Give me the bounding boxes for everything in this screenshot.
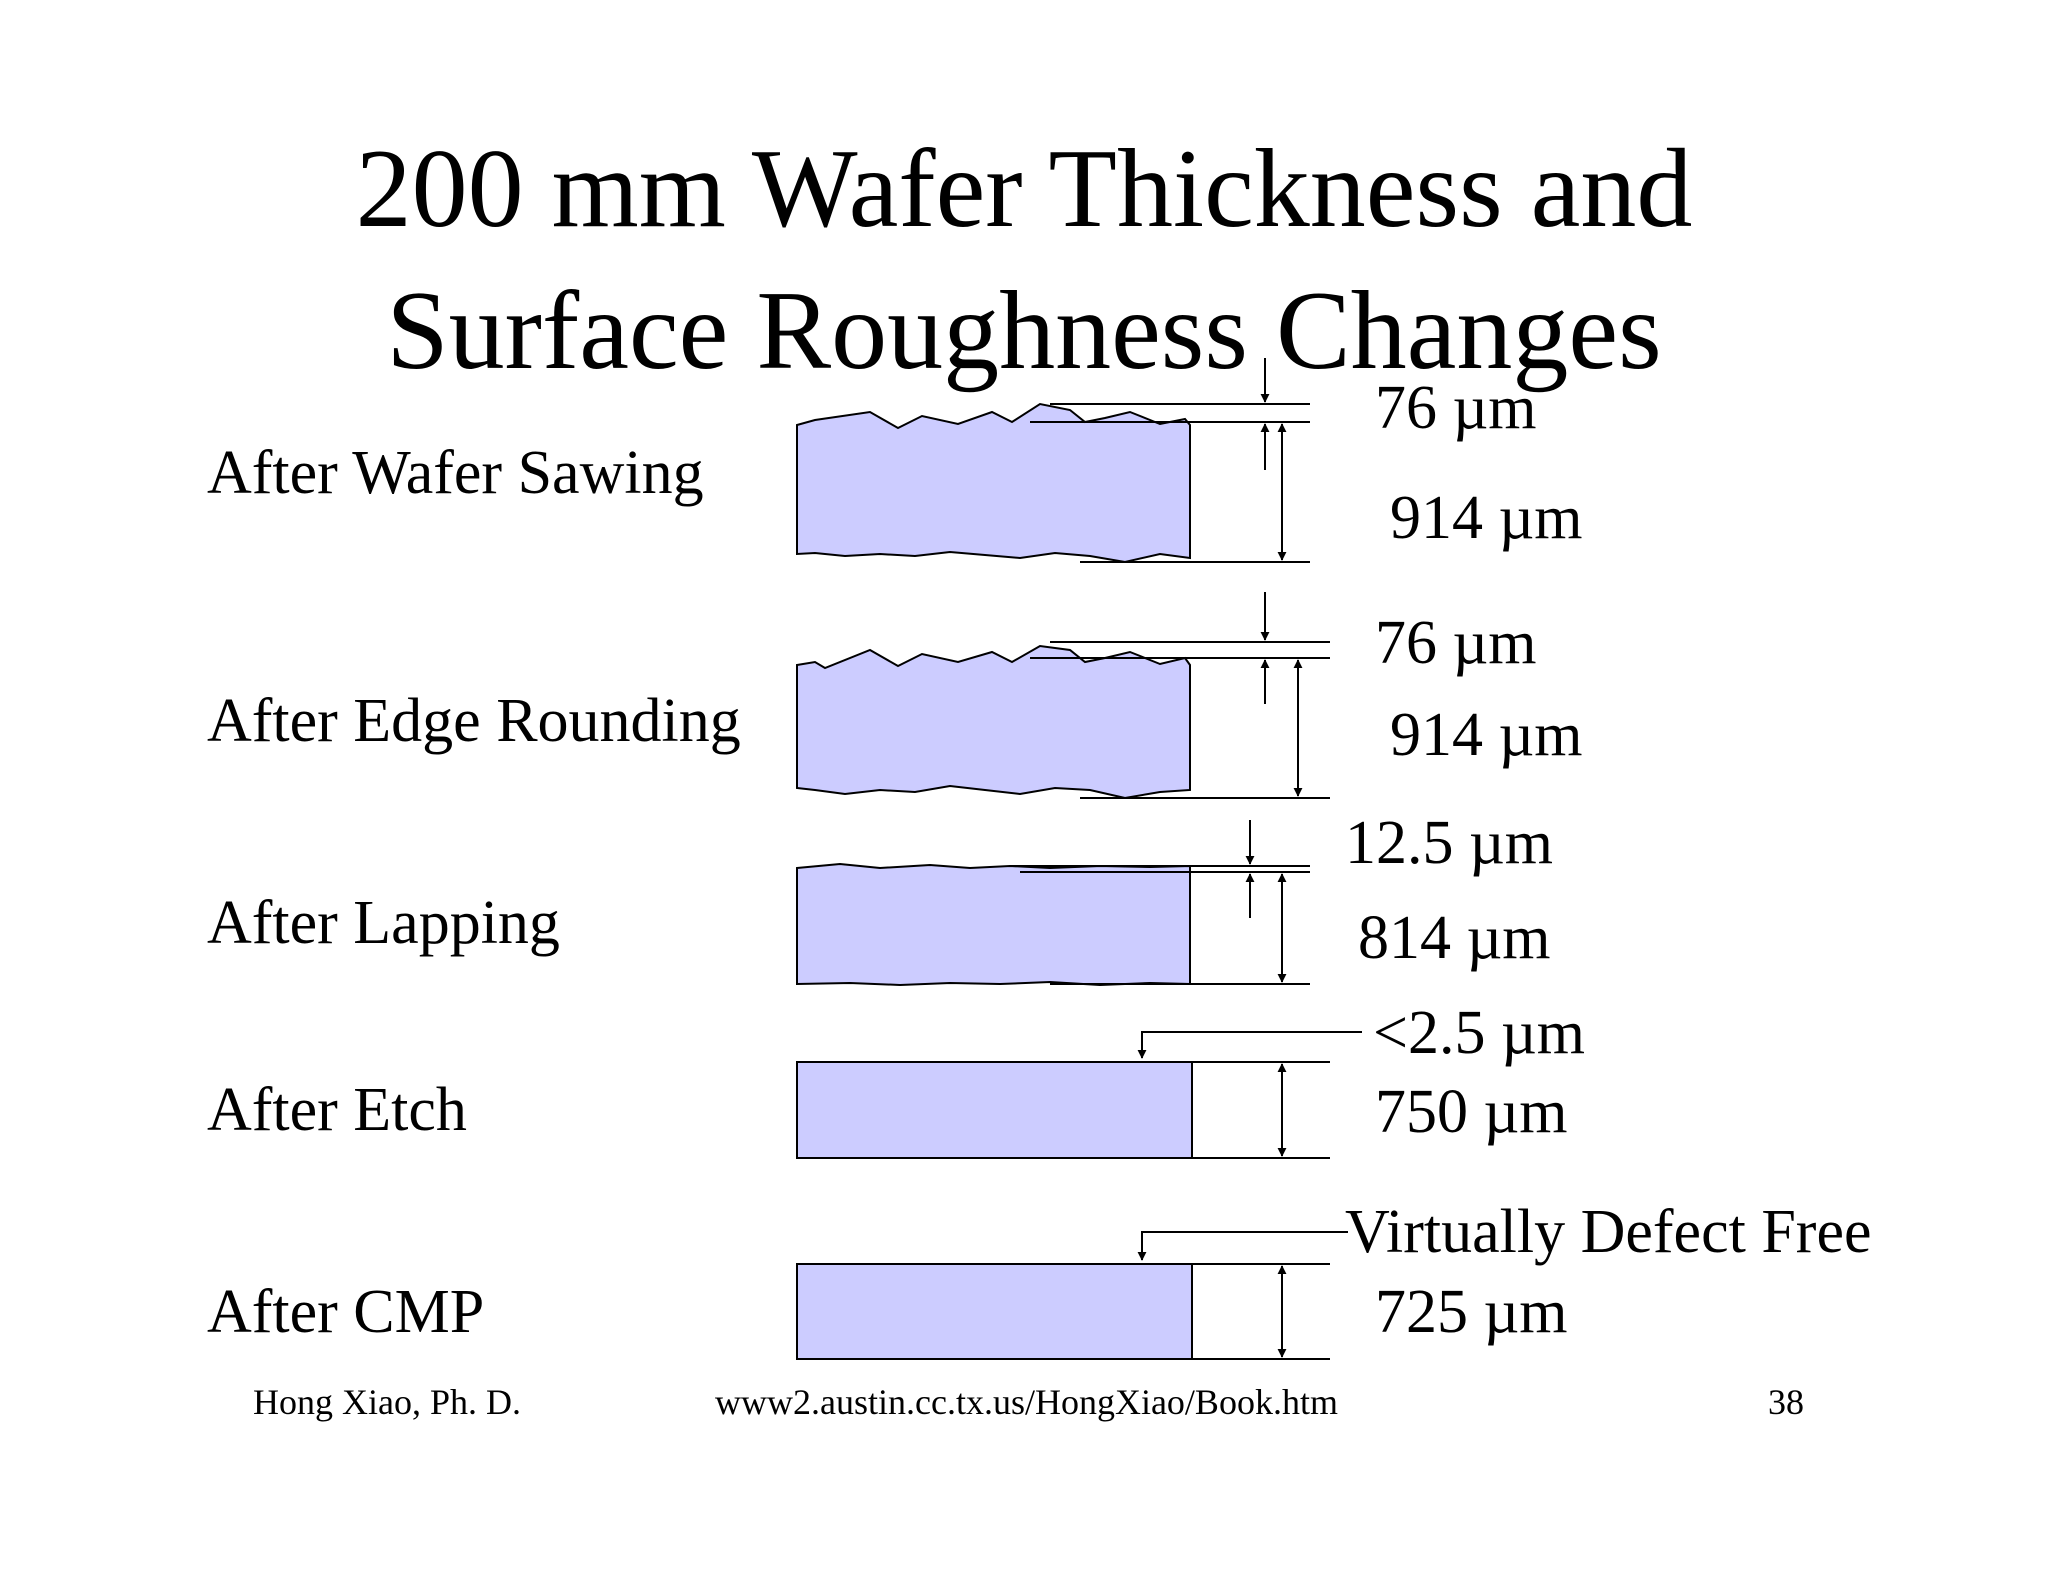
roughness-value-sawing: 76 µm bbox=[1375, 374, 1537, 442]
wafer-edge-rounding-body bbox=[796, 644, 1191, 800]
wafer-edge-rounding bbox=[796, 592, 1330, 800]
roughness-value-edge-rounding: 76 µm bbox=[1375, 609, 1537, 677]
thickness-value-lapping: 814 µm bbox=[1358, 904, 1551, 972]
footer-author: Hong Xiao, Ph. D. bbox=[253, 1382, 521, 1422]
roughness-value-lapping: 12.5 µm bbox=[1345, 809, 1553, 877]
footer-url: www2.austin.cc.tx.us/HongXiao/Book.htm bbox=[715, 1382, 1338, 1422]
wafer-lapping-body bbox=[796, 862, 1191, 987]
roughness-leader-line bbox=[1137, 1231, 1348, 1261]
title-line-1: 200 mm Wafer Thickness and bbox=[355, 127, 1693, 251]
roughness-leader-line bbox=[1137, 1031, 1362, 1059]
stage-label-cmp: After CMP bbox=[207, 1278, 485, 1346]
wafer-sawing-body bbox=[796, 402, 1191, 564]
wafer-sawing bbox=[796, 358, 1310, 564]
stage-label-etch: After Etch bbox=[207, 1076, 467, 1144]
stage-label-edge-rounding: After Edge Rounding bbox=[207, 687, 741, 755]
wafer-etch-body bbox=[796, 1061, 1193, 1159]
wafer-cmp bbox=[796, 1231, 1348, 1360]
footer-page-number: 38 bbox=[1768, 1382, 1804, 1422]
stage-label-sawing: After Wafer Sawing bbox=[207, 439, 704, 507]
stage-label-lapping: After Lapping bbox=[207, 889, 560, 957]
thickness-value-edge-rounding: 914 µm bbox=[1390, 701, 1583, 769]
wafer-cmp-body bbox=[796, 1263, 1193, 1360]
thickness-value-sawing: 914 µm bbox=[1390, 484, 1583, 552]
thickness-value-etch: 750 µm bbox=[1375, 1078, 1568, 1146]
roughness-value-cmp: Virtually Defect Free bbox=[1345, 1198, 1872, 1266]
title-line-2: Surface Roughness Changes bbox=[386, 269, 1662, 393]
roughness-value-etch: <2.5 µm bbox=[1373, 999, 1585, 1067]
wafer-etch bbox=[796, 1031, 1362, 1159]
thickness-value-cmp: 725 µm bbox=[1375, 1278, 1568, 1346]
slide-title: 200 mm Wafer Thickness and Surface Rough… bbox=[0, 118, 2048, 402]
wafer-lapping bbox=[796, 820, 1310, 987]
